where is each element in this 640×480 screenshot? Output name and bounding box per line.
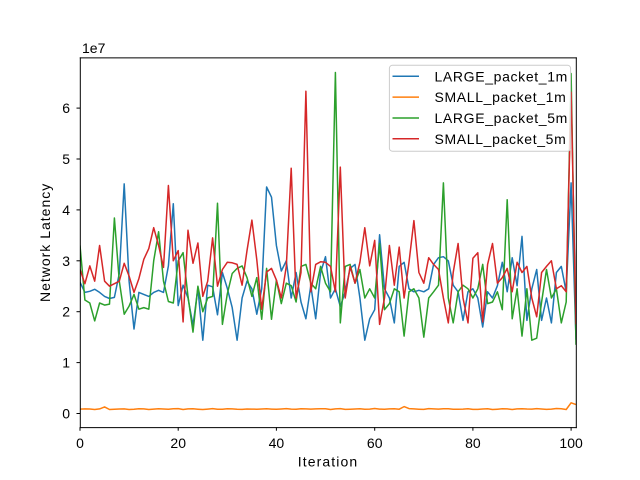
svg-text:1: 1 — [62, 355, 70, 371]
svg-text:0: 0 — [62, 406, 70, 422]
svg-text:4: 4 — [62, 202, 70, 218]
svg-text:3: 3 — [62, 253, 70, 269]
svg-text:5: 5 — [62, 151, 70, 167]
svg-text:20: 20 — [170, 435, 186, 451]
svg-text:80: 80 — [465, 435, 481, 451]
svg-text:100: 100 — [559, 435, 583, 451]
svg-text:Iteration: Iteration — [298, 454, 359, 470]
svg-text:6: 6 — [62, 100, 70, 116]
svg-text:40: 40 — [269, 435, 285, 451]
svg-text:SMALL_packet_1m: SMALL_packet_1m — [435, 89, 567, 105]
svg-text:Network Latency: Network Latency — [37, 183, 53, 302]
svg-text:60: 60 — [367, 435, 383, 451]
svg-text:1e7: 1e7 — [82, 40, 106, 56]
svg-text:2: 2 — [62, 304, 70, 320]
svg-text:LARGE_packet_1m: LARGE_packet_1m — [435, 68, 568, 84]
svg-text:0: 0 — [76, 435, 84, 451]
svg-text:LARGE_packet_5m: LARGE_packet_5m — [435, 110, 568, 126]
svg-text:SMALL_packet_5m: SMALL_packet_5m — [435, 131, 567, 147]
